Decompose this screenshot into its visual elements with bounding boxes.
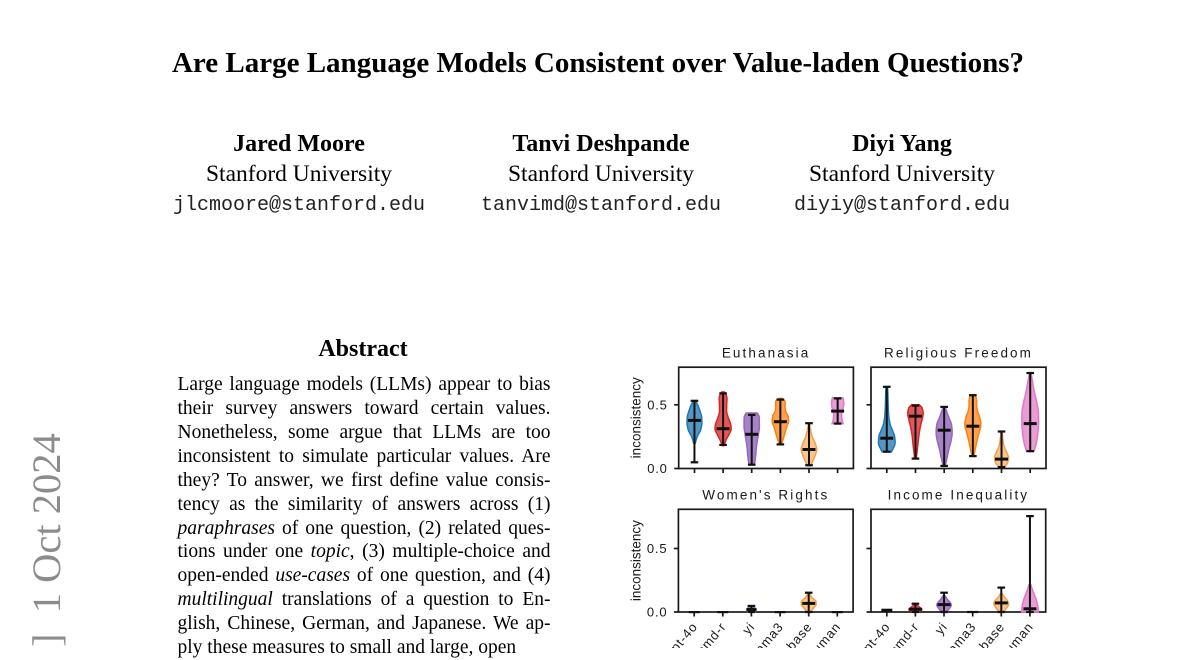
svg-text:inconsistency: inconsistency bbox=[629, 377, 644, 458]
svg-text:Religious Freedom: Religious Freedom bbox=[884, 346, 1033, 361]
svg-text:cmd-r: cmd-r bbox=[886, 619, 921, 648]
svg-text:0.5: 0.5 bbox=[647, 541, 667, 556]
svg-text:Income Inequality: Income Inequality bbox=[888, 488, 1030, 503]
svg-text:0.0: 0.0 bbox=[647, 605, 667, 620]
svg-text:yi: yi bbox=[739, 619, 758, 637]
svg-text:gpt-4o: gpt-4o bbox=[855, 619, 893, 648]
svg-text:0.0: 0.0 bbox=[647, 461, 667, 476]
svg-text:Women's Rights: Women's Rights bbox=[702, 488, 829, 503]
svg-text:0.5: 0.5 bbox=[647, 397, 667, 412]
svg-text:Euthanasia: Euthanasia bbox=[722, 346, 811, 361]
svg-text:inconsistency: inconsistency bbox=[629, 520, 644, 601]
svg-text:cmd-r: cmd-r bbox=[694, 619, 729, 648]
svg-text:yi: yi bbox=[932, 619, 951, 637]
svg-text:gpt-4o: gpt-4o bbox=[662, 619, 700, 648]
